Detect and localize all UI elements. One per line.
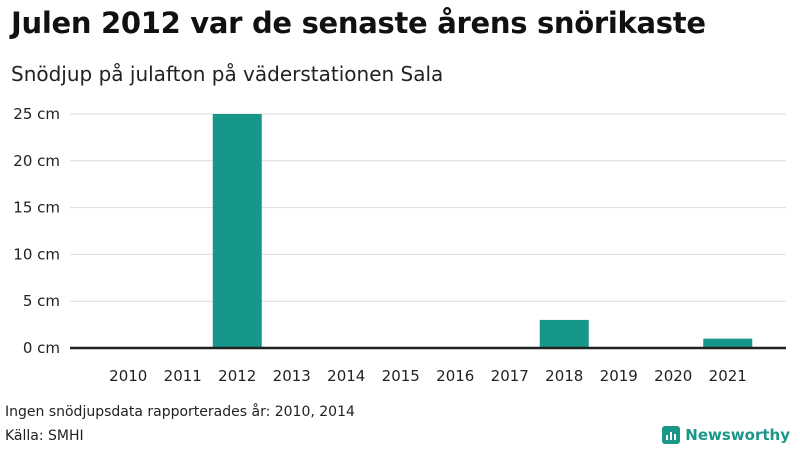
x-tick-label: 2019 xyxy=(600,367,638,385)
y-tick-label: 20 cm xyxy=(13,152,60,170)
bar-2012 xyxy=(212,114,262,348)
x-tick-label: 2011 xyxy=(164,367,202,385)
x-tick-label: 2017 xyxy=(491,367,529,385)
x-tick-label: 2014 xyxy=(327,367,365,385)
x-tick-label: 2012 xyxy=(218,367,256,385)
x-tick-label: 2013 xyxy=(273,367,311,385)
y-tick-label: 25 cm xyxy=(13,105,60,123)
x-tick-label: 2021 xyxy=(709,367,747,385)
bar-2021 xyxy=(703,338,753,348)
footnote: Ingen snödjupsdata rapporterades år: 201… xyxy=(5,404,355,420)
y-tick-label: 15 cm xyxy=(13,199,60,217)
chart-subtitle: Snödjup på julafton på väderstationen Sa… xyxy=(11,62,444,86)
x-tick-label: 2018 xyxy=(545,367,583,385)
bar-chart-icon xyxy=(662,426,681,444)
y-tick-label: 5 cm xyxy=(23,292,60,310)
source-note: Källa: SMHI xyxy=(5,428,84,444)
brand-logo[interactable]: Newsworthy xyxy=(662,426,790,444)
y-tick-label: 0 cm xyxy=(23,339,60,357)
y-tick-label: 10 cm xyxy=(13,245,60,263)
chart-title: Julen 2012 var de senaste årens snörikas… xyxy=(11,6,706,40)
brand-name: Newsworthy xyxy=(685,426,790,444)
x-tick-label: 2016 xyxy=(436,367,474,385)
x-tick-label: 2015 xyxy=(382,367,420,385)
x-tick-label: 2010 xyxy=(109,367,147,385)
bar-2018 xyxy=(539,319,589,348)
bar-chart: 0 cm 5 cm 10 cm 15 cm 20 cm 25 cm 2010 2011 201… xyxy=(13,105,786,385)
x-tick-label: 2020 xyxy=(654,367,692,385)
